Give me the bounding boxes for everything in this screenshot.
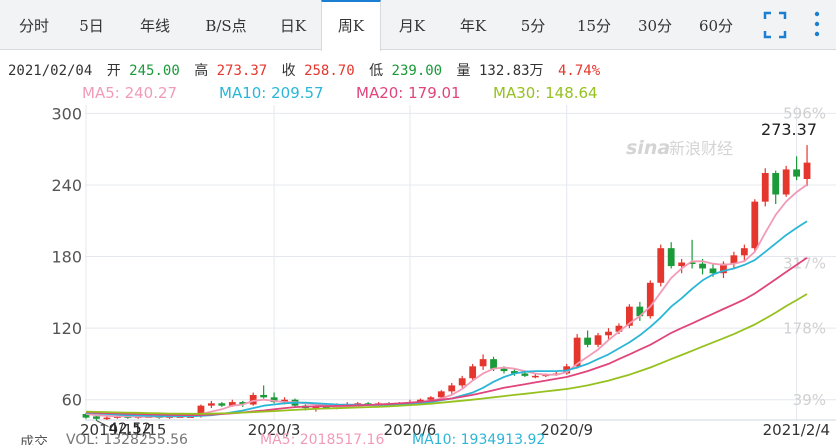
x-tick-4: 2021/2/4	[763, 421, 830, 439]
watermark-logo: sina	[626, 137, 670, 159]
ma5-legend: MA5: 240.27	[82, 84, 178, 102]
candles	[82, 145, 811, 421]
ma30-legend: MA30: 148.64	[493, 84, 598, 102]
candle-53	[636, 301, 644, 321]
candle-37	[469, 363, 477, 381]
high-label: 高	[194, 63, 209, 79]
fullscreen-icon[interactable]	[760, 0, 790, 50]
candle-50	[605, 328, 612, 341]
tab-8[interactable]: 年K	[459, 17, 487, 35]
candle-48	[584, 330, 591, 348]
y-tick-0: 60	[62, 391, 82, 410]
ma10-legend: MA10: 209.57	[219, 84, 324, 102]
candle-1	[93, 415, 100, 421]
quote-date: 2021/02/04	[8, 63, 93, 79]
y-tick-2: 180	[51, 248, 82, 267]
open-label: 开	[106, 63, 121, 79]
candle-57	[678, 258, 686, 274]
tab-9[interactable]: 5分	[520, 17, 546, 35]
period-tab-bar: 分时 5日 年线 B/S点 日K 周K 月K 年K 5分 15分 30分 60分	[0, 0, 836, 51]
ma20-legend: MA20: 179.01	[356, 84, 461, 102]
min-price-pointer	[96, 420, 109, 428]
tab-3[interactable]: 年线	[139, 17, 170, 35]
candle-65	[761, 168, 769, 207]
volume-value: 132.83万	[478, 63, 544, 79]
candle-35	[448, 383, 456, 394]
watermark-text: 新浪财经	[669, 139, 733, 158]
volume-value-readout: VOL: 1328255.56	[66, 432, 188, 445]
min-price-label: 42.52	[108, 420, 151, 438]
candle-41	[511, 368, 518, 376]
y-tick-3: 240	[51, 176, 82, 195]
x-tick-1: 2020/3	[248, 421, 301, 439]
tab-12[interactable]: 60分	[698, 17, 734, 35]
ma20-line	[85, 256, 808, 417]
volume-label: 量	[456, 63, 471, 79]
candle-2	[103, 416, 111, 420]
price-axis: 60 120 180 240 300 2019/11/15 2020/3 2020/6 2020…	[51, 104, 830, 439]
sina-watermark: sina 新浪财经	[626, 137, 733, 159]
y-tick-1: 120	[51, 319, 82, 338]
x-tick-3: 2020/9	[540, 421, 593, 439]
candle-55	[657, 244, 665, 287]
volume-ma10-readout: MA10: 1934913.92	[412, 432, 546, 445]
tab-7[interactable]: 月K	[398, 17, 426, 35]
ma5-line	[85, 183, 808, 418]
candle-17	[260, 385, 268, 399]
x-tick-0: 2019/11/15	[80, 421, 166, 439]
ma-lines	[85, 183, 808, 418]
tab-11[interactable]: 30分	[637, 17, 673, 35]
tab-6[interactable]: 周K	[321, 0, 381, 51]
candle-68	[793, 156, 800, 181]
low-value: 239.00	[391, 63, 443, 79]
pct-tick-2: 178%	[783, 320, 826, 338]
extreme-labels: 273.37 42.52	[96, 120, 817, 438]
candle-62	[730, 251, 738, 269]
high-value: 273.37	[216, 63, 268, 79]
tab-2[interactable]: 5日	[79, 17, 104, 35]
candle-34	[437, 390, 445, 399]
max-price-label: 273.37	[761, 120, 817, 139]
quote-info-row: 2021/02/04 开 245.00 高 273.37 收 258.70 低 …	[8, 60, 600, 82]
candle-38	[479, 354, 487, 370]
candle-54	[646, 280, 654, 319]
candle-36	[458, 375, 466, 388]
close-label: 收	[281, 63, 296, 79]
close-value: 258.70	[304, 63, 355, 79]
tab-1[interactable]: 分时	[18, 17, 49, 35]
chart-grid	[85, 105, 836, 421]
candle-69	[803, 145, 811, 187]
candle-66	[772, 170, 780, 205]
candle-13	[218, 402, 226, 407]
volume-section-label: 成交	[20, 435, 48, 445]
candle-12	[208, 400, 215, 409]
ma30-line	[85, 293, 808, 415]
tab-5[interactable]: 日K	[279, 17, 307, 35]
candle-0	[82, 412, 90, 419]
volume-ma5-readout: MA5: 2018517.16	[260, 432, 385, 445]
candle-16	[249, 392, 257, 406]
pct-tick-0: 596%	[783, 104, 826, 122]
candle-64	[751, 199, 759, 252]
tab-4[interactable]: B/S点	[205, 17, 247, 35]
candle-63	[740, 244, 748, 262]
candle-67	[782, 165, 790, 197]
x-tick-2: 2020/6	[384, 421, 437, 439]
change-percent: 4.74%	[558, 63, 601, 79]
tab-10[interactable]: 15分	[576, 17, 612, 35]
low-label: 低	[369, 63, 384, 79]
candle-58	[688, 239, 696, 269]
percent-axis: 596%317%178%39%	[783, 104, 826, 409]
open-value: 245.00	[129, 63, 180, 79]
pct-tick-3: 39%	[793, 391, 826, 409]
candle-56	[667, 242, 675, 269]
ma10-line	[85, 220, 808, 418]
more-vertical-icon[interactable]	[806, 0, 828, 50]
candle-49	[594, 332, 602, 348]
y-tick-4: 300	[51, 104, 82, 123]
